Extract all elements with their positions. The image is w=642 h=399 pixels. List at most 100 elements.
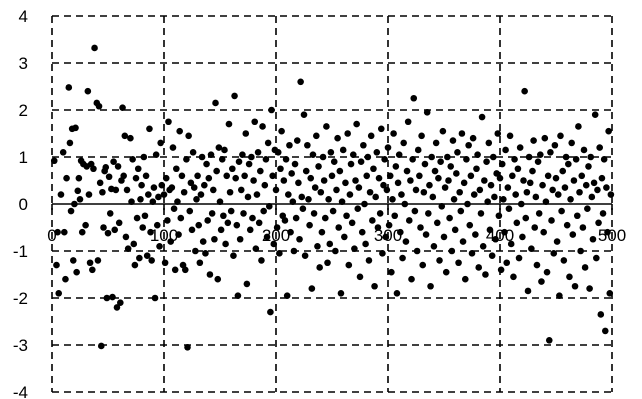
data-point [384, 144, 392, 151]
data-point [482, 271, 489, 278]
data-point [433, 219, 441, 227]
data-point [121, 132, 129, 140]
data-point [231, 92, 238, 100]
data-point [351, 245, 358, 252]
data-point [211, 235, 218, 243]
data-point [550, 250, 558, 257]
data-point [296, 235, 303, 243]
data-point [113, 304, 121, 311]
data-point [119, 104, 126, 111]
data-point [302, 167, 310, 175]
data-point [197, 191, 205, 198]
data-point [588, 193, 596, 201]
data-point [600, 156, 608, 163]
data-point [573, 212, 581, 220]
data-point [74, 187, 82, 195]
data-point [373, 149, 381, 156]
data-point [99, 188, 106, 196]
data-point [124, 245, 132, 252]
data-point [104, 229, 112, 237]
data-point [226, 188, 234, 196]
data-point [454, 149, 461, 156]
data-point [239, 151, 246, 158]
data-point [150, 184, 158, 191]
data-point [606, 290, 614, 297]
data-point [140, 153, 148, 161]
data-point [468, 250, 476, 257]
data-point [189, 149, 197, 156]
data-point [432, 139, 440, 147]
data-point [89, 266, 96, 274]
data-point [338, 198, 346, 205]
data-point [523, 188, 531, 196]
data-point [175, 231, 182, 238]
data-point [601, 327, 609, 335]
data-point [176, 127, 183, 135]
data-point [408, 275, 415, 283]
data-point [233, 221, 241, 229]
data-point [580, 146, 588, 154]
x-tick-label: 300 [374, 226, 402, 245]
data-point [500, 196, 507, 203]
data-point [133, 214, 141, 222]
data-point [156, 243, 163, 250]
data-point [173, 165, 180, 173]
data-point [283, 292, 291, 299]
data-point [501, 228, 508, 236]
data-point [326, 240, 334, 248]
data-point [298, 193, 306, 201]
data-point [78, 228, 86, 236]
data-point [295, 179, 302, 187]
data-point [264, 139, 272, 147]
data-point [96, 179, 104, 187]
data-point [169, 144, 177, 151]
data-point [300, 111, 308, 118]
data-point [320, 177, 328, 184]
data-point [198, 153, 206, 161]
data-point [598, 174, 606, 182]
data-point [476, 186, 484, 194]
data-point [483, 158, 490, 165]
y-tick-label: -3 [13, 336, 28, 355]
data-point [236, 235, 244, 243]
data-point [466, 221, 474, 229]
data-point [325, 196, 332, 203]
data-point [365, 257, 373, 264]
data-point [362, 240, 369, 248]
y-tick-label: 1 [19, 148, 28, 167]
data-point [195, 221, 203, 229]
data-point [535, 210, 543, 217]
data-point [229, 165, 236, 173]
data-point [270, 240, 278, 248]
data-point [559, 167, 567, 175]
data-point [377, 125, 385, 133]
data-point [230, 252, 237, 259]
data-point [472, 231, 479, 238]
data-point [292, 214, 300, 222]
data-point [232, 174, 239, 182]
data-point [297, 78, 304, 86]
data-point [309, 151, 317, 158]
data-point [419, 261, 427, 269]
data-point [519, 233, 526, 241]
data-point [413, 247, 421, 255]
data-point [329, 207, 337, 215]
data-point [206, 271, 214, 278]
data-point [390, 130, 397, 137]
data-point [69, 257, 77, 264]
data-point [301, 252, 309, 259]
data-point [363, 172, 371, 180]
data-point [244, 193, 252, 201]
data-point [348, 219, 356, 227]
data-point [431, 167, 439, 175]
data-point [430, 243, 438, 250]
data-point [456, 188, 463, 196]
data-point [425, 210, 432, 217]
data-point [552, 174, 560, 182]
data-point [556, 292, 563, 299]
data-point [130, 240, 138, 248]
data-point [136, 254, 143, 262]
data-point [448, 247, 456, 255]
labels-layer: 4 3 2 1 0 -1 -2 -3 -4 0 100 200 300 400 500 [13, 7, 626, 399]
